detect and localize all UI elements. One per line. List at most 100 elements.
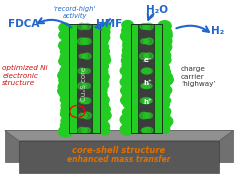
Circle shape <box>158 107 171 116</box>
Circle shape <box>121 95 134 106</box>
Polygon shape <box>5 130 233 162</box>
Circle shape <box>160 91 169 98</box>
Text: 'record-high'
activity: 'record-high' activity <box>54 6 96 19</box>
Circle shape <box>79 54 84 58</box>
Circle shape <box>97 67 108 76</box>
Bar <box>131 24 162 133</box>
Circle shape <box>96 72 109 82</box>
Circle shape <box>141 69 146 73</box>
Circle shape <box>146 68 152 74</box>
Circle shape <box>81 38 88 44</box>
Circle shape <box>122 122 133 130</box>
Circle shape <box>140 98 147 103</box>
Circle shape <box>123 82 134 91</box>
Circle shape <box>98 37 108 45</box>
Circle shape <box>97 46 109 56</box>
Circle shape <box>123 73 132 81</box>
Circle shape <box>96 62 108 71</box>
Circle shape <box>145 53 153 60</box>
Circle shape <box>59 57 71 66</box>
Text: H₂O: H₂O <box>146 5 168 15</box>
Circle shape <box>146 98 152 103</box>
Circle shape <box>98 55 110 65</box>
Text: e⁻: e⁻ <box>143 57 152 64</box>
Text: h⁺: h⁺ <box>143 80 152 86</box>
Circle shape <box>124 101 132 108</box>
Circle shape <box>159 116 173 127</box>
Circle shape <box>98 116 108 124</box>
Circle shape <box>142 68 150 74</box>
Circle shape <box>121 55 136 66</box>
Circle shape <box>60 110 72 119</box>
Bar <box>69 24 100 133</box>
Circle shape <box>120 31 135 42</box>
Circle shape <box>84 128 91 133</box>
Circle shape <box>161 72 172 82</box>
Circle shape <box>120 124 134 135</box>
Circle shape <box>82 54 87 58</box>
Circle shape <box>96 100 108 109</box>
Circle shape <box>142 127 150 134</box>
Circle shape <box>158 21 171 31</box>
Circle shape <box>82 24 87 29</box>
Circle shape <box>122 112 134 122</box>
Circle shape <box>79 99 84 103</box>
Circle shape <box>139 53 148 59</box>
Circle shape <box>161 97 170 104</box>
Circle shape <box>81 128 88 133</box>
Circle shape <box>123 41 135 50</box>
Circle shape <box>60 96 70 104</box>
Circle shape <box>83 38 91 44</box>
Circle shape <box>59 40 72 51</box>
Circle shape <box>146 84 152 88</box>
Circle shape <box>98 33 110 42</box>
Circle shape <box>61 29 70 36</box>
Circle shape <box>144 39 149 44</box>
Circle shape <box>84 69 90 74</box>
Circle shape <box>139 112 148 119</box>
Circle shape <box>82 84 87 88</box>
Text: enhanced mass transfer: enhanced mass transfer <box>67 155 171 164</box>
Circle shape <box>121 85 135 96</box>
Circle shape <box>58 81 72 92</box>
Circle shape <box>120 77 133 87</box>
Circle shape <box>159 51 171 60</box>
Text: optimized Ni
electronic
structure: optimized Ni electronic structure <box>2 65 48 86</box>
Polygon shape <box>19 141 219 173</box>
Circle shape <box>96 121 109 131</box>
Circle shape <box>96 80 109 90</box>
Circle shape <box>60 120 73 130</box>
Circle shape <box>78 83 86 89</box>
Circle shape <box>59 76 70 85</box>
Circle shape <box>141 129 146 132</box>
Circle shape <box>97 42 109 51</box>
Circle shape <box>96 75 108 84</box>
Circle shape <box>140 23 147 29</box>
Circle shape <box>83 112 91 119</box>
Circle shape <box>61 107 70 114</box>
Circle shape <box>159 125 170 133</box>
Circle shape <box>60 91 69 99</box>
Circle shape <box>159 63 169 72</box>
Circle shape <box>123 108 133 116</box>
Circle shape <box>122 21 134 30</box>
Circle shape <box>61 117 70 125</box>
Circle shape <box>146 113 152 118</box>
Circle shape <box>62 38 72 46</box>
Text: HMF: HMF <box>96 19 123 29</box>
Text: charge
carrier
‘highway’: charge carrier ‘highway’ <box>181 66 215 87</box>
Circle shape <box>80 98 89 104</box>
Circle shape <box>84 83 90 88</box>
Circle shape <box>60 52 72 62</box>
Circle shape <box>84 98 91 104</box>
Circle shape <box>141 84 146 88</box>
Circle shape <box>82 113 87 118</box>
Circle shape <box>145 23 153 30</box>
Circle shape <box>145 38 153 45</box>
Circle shape <box>159 85 172 95</box>
Circle shape <box>159 67 170 76</box>
Circle shape <box>98 105 110 114</box>
Text: CuₓS core: CuₓS core <box>81 67 88 101</box>
Circle shape <box>122 26 133 35</box>
Circle shape <box>159 55 171 65</box>
